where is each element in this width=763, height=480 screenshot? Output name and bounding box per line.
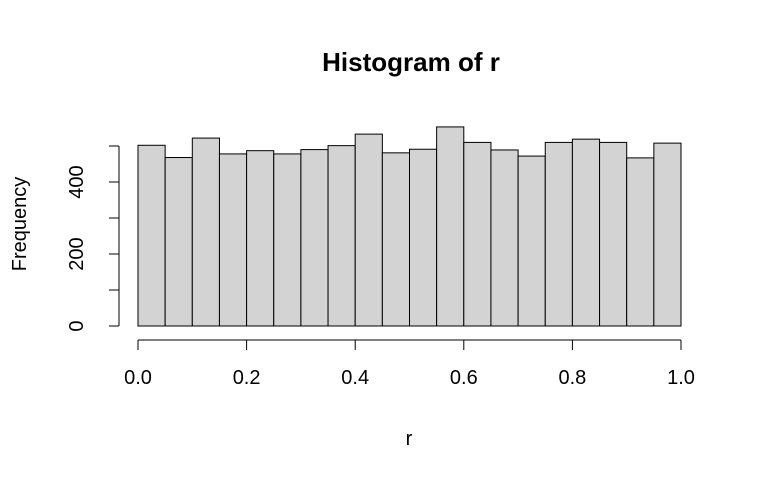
histogram-bar	[463, 141, 492, 327]
histogram-bar	[273, 153, 302, 327]
histogram-bar	[409, 148, 438, 327]
histogram-bar	[137, 144, 166, 327]
bars-group	[137, 126, 682, 327]
x-tick-label: 0.4	[341, 367, 369, 389]
chart-title: Histogram of r	[322, 47, 500, 77]
histogram-bar	[218, 153, 248, 327]
y-tick-label: 0	[66, 320, 88, 331]
histogram-bar	[354, 133, 383, 327]
histogram-bar	[490, 149, 519, 327]
histogram-bar	[436, 126, 465, 327]
histogram-bar	[544, 141, 573, 327]
histogram-bar	[517, 155, 546, 327]
histogram-bar	[626, 157, 655, 327]
histogram-bar	[164, 157, 193, 327]
histogram-bar	[571, 138, 601, 327]
histogram-bar	[599, 141, 628, 327]
histogram-bar	[381, 152, 411, 327]
y-tick-label: 200	[66, 237, 88, 270]
histogram-bar	[300, 149, 329, 327]
histogram-bar	[327, 145, 356, 327]
x-tick-label: 0.0	[124, 367, 152, 389]
histogram-bar	[246, 150, 275, 327]
y-tick-label: 400	[66, 165, 88, 198]
x-tick-label: 0.6	[450, 367, 478, 389]
x-tick-label: 1.0	[667, 367, 695, 389]
histogram-bar	[191, 137, 220, 327]
x-axis: 0.0 0.2 0.4 0.6 0.8 1.0	[124, 339, 695, 389]
y-axis: 0 200 400	[66, 145, 120, 332]
x-tick-label: 0.2	[233, 367, 261, 389]
histogram-bar	[653, 142, 682, 327]
x-tick-label: 0.8	[558, 367, 586, 389]
x-axis-label: r	[406, 428, 413, 450]
y-axis-label: Frequency	[9, 177, 31, 272]
